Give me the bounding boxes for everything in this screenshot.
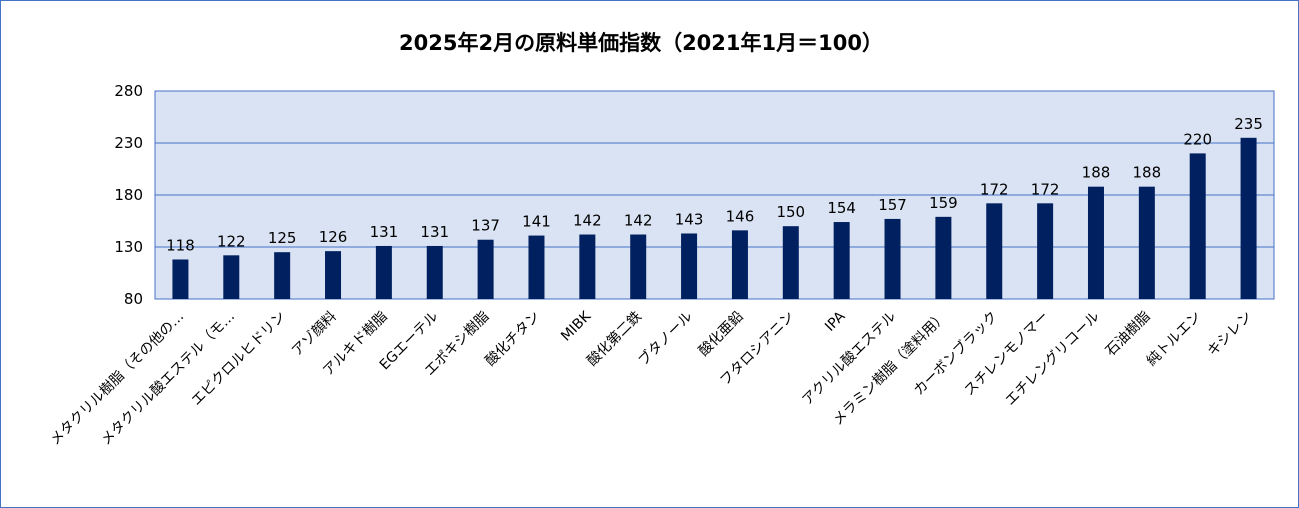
data-label: 159 <box>929 194 958 212</box>
bar <box>1240 137 1257 299</box>
data-label: 188 <box>1133 164 1162 182</box>
x-tick-label: 純トルエン <box>1144 309 1205 370</box>
x-tick-label: 石油樹脂 <box>1103 309 1154 360</box>
data-labels: 118 122 125 126 131 131 137 141 142 142 143 146 150 1… <box>166 115 1263 255</box>
data-label: 143 <box>675 210 704 228</box>
data-label: 157 <box>878 196 907 214</box>
y-tick-label: 80 <box>124 290 143 308</box>
bar <box>884 218 901 299</box>
data-label: 172 <box>980 180 1009 198</box>
data-label: 141 <box>522 213 551 231</box>
data-label: 131 <box>420 223 449 241</box>
x-tick-label: 酸化第二鉄 <box>584 308 646 370</box>
data-label: 125 <box>268 229 297 247</box>
bar <box>1189 153 1206 299</box>
bars <box>172 137 1257 299</box>
data-label: 172 <box>1031 180 1060 198</box>
bar <box>782 226 799 299</box>
bar <box>681 233 698 299</box>
x-tick-label: 酸化亜鉛 <box>696 309 747 360</box>
data-label: 131 <box>370 223 399 241</box>
x-tick-label: アゾ顔料 <box>289 309 340 360</box>
data-label: 154 <box>827 199 856 217</box>
x-tick-label: キシレン <box>1204 309 1255 360</box>
y-tick-label: 280 <box>114 82 143 100</box>
y-tick-label: 180 <box>114 186 143 204</box>
x-tick-label: ブタノール <box>635 308 696 369</box>
data-label: 126 <box>319 228 348 246</box>
y-tick-label: 230 <box>114 134 143 152</box>
bar <box>1138 186 1155 299</box>
bar <box>579 234 596 299</box>
bar <box>223 255 240 299</box>
data-label: 235 <box>1234 115 1263 133</box>
data-label: 146 <box>726 207 755 225</box>
data-label: 137 <box>471 217 500 235</box>
bar <box>833 222 850 299</box>
bar <box>274 252 291 299</box>
y-tick-label: 130 <box>114 238 143 256</box>
bar <box>426 245 443 299</box>
bar <box>375 245 392 299</box>
chart-title: 2025年2月の原料単価指数（2021年1月＝100） <box>399 31 883 55</box>
x-tick-label: 酸化チタン <box>482 309 543 370</box>
x-tick-label: アクリル酸エステル <box>799 309 899 409</box>
bar <box>935 216 952 299</box>
bar <box>172 259 189 299</box>
bar <box>528 235 545 299</box>
bar <box>1037 203 1054 299</box>
bar <box>477 239 494 299</box>
x-tick-label: カーボンブラック <box>910 308 1001 399</box>
gridlines <box>155 142 1274 248</box>
x-tick-label: エピクロルヒドリン <box>189 309 289 409</box>
x-tick-label: MIBK <box>558 308 595 345</box>
data-label: 188 <box>1082 164 1111 182</box>
bar <box>325 251 342 299</box>
x-tick-label: エチレングリコール <box>1002 309 1102 409</box>
bar <box>731 230 748 299</box>
bar <box>630 234 647 299</box>
data-label: 150 <box>776 203 805 221</box>
data-label: 118 <box>166 236 195 254</box>
bar <box>986 203 1003 299</box>
data-label: 142 <box>624 212 653 230</box>
bar <box>1087 186 1104 299</box>
data-label: 142 <box>573 212 602 230</box>
x-tick-label: IPA <box>822 308 849 335</box>
data-label: 220 <box>1183 130 1212 148</box>
data-label: 122 <box>217 232 246 250</box>
x-axis-labels: メタクリル樹脂（その他の…メタクリル酸エステル（モ…エピクロルヒドリン アゾ顔料ア… <box>47 308 1255 449</box>
y-axis-ticks: 80 130 180 230 280 <box>114 82 143 308</box>
